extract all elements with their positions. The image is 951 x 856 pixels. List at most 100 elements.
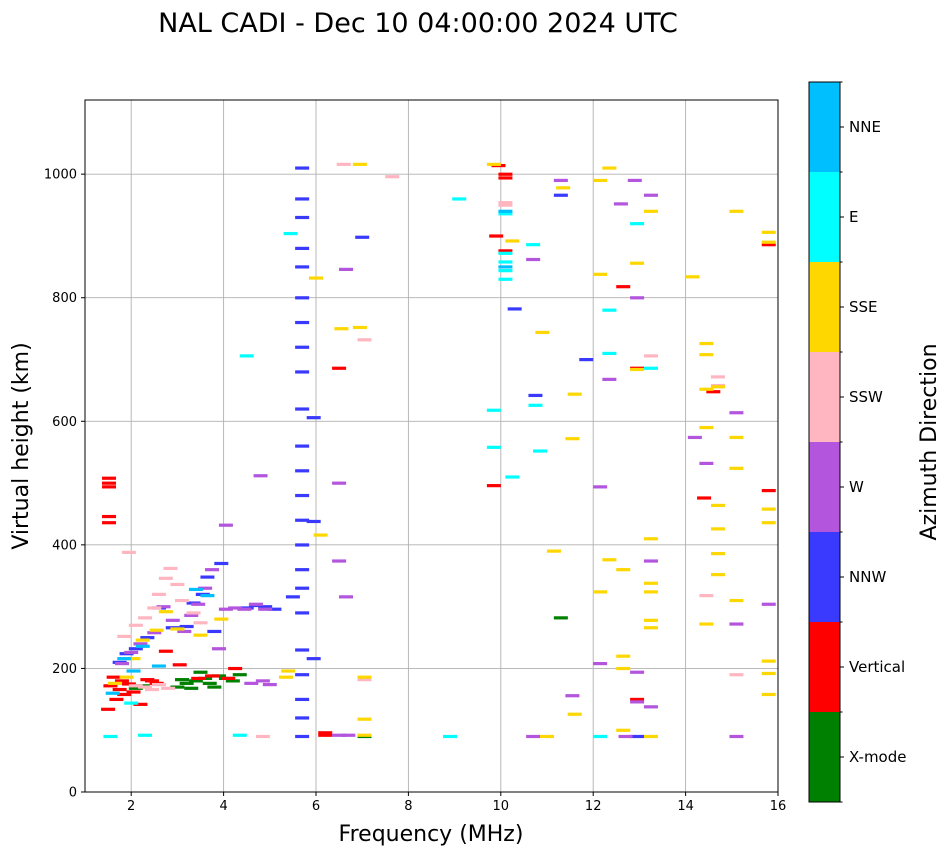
data-point (306, 657, 321, 661)
x-tick-label: 12 (585, 799, 602, 814)
series-nne (105, 209, 513, 695)
data-point (193, 633, 208, 637)
data-point (295, 407, 310, 411)
data-point (295, 197, 310, 201)
data-point (357, 675, 372, 679)
y-tick-label: 400 (52, 538, 77, 553)
data-point (117, 634, 132, 638)
data-point (228, 666, 243, 671)
colorbar: X-mode Vertical NNW W SSW SSE E NNE (808, 81, 906, 803)
data-point (128, 686, 143, 690)
data-point (295, 166, 310, 170)
data-point (602, 166, 617, 170)
data-point (761, 602, 776, 606)
data-point (489, 234, 504, 238)
data-point (761, 230, 776, 234)
data-point (332, 481, 347, 485)
data-point (151, 682, 166, 687)
data-point (232, 673, 247, 677)
data-point (579, 358, 594, 362)
data-point (697, 496, 712, 500)
data-point (103, 684, 118, 688)
data-point (188, 679, 203, 683)
colorbar-swatch (809, 622, 840, 712)
data-point (556, 186, 571, 190)
data-point (188, 587, 203, 592)
data-point (172, 663, 187, 667)
data-point (200, 594, 215, 598)
data-point (165, 618, 180, 622)
data-point (184, 613, 199, 617)
colorbar-tick-label: NNE (849, 118, 881, 136)
data-point (318, 733, 333, 737)
data-point (158, 576, 173, 580)
data-point (643, 626, 658, 630)
data-point (332, 733, 347, 737)
x-axis-label: Frequency (MHz) (339, 822, 524, 847)
data-point (103, 734, 118, 739)
colorbar-tick-label: SSE (849, 298, 878, 316)
data-point (710, 573, 725, 577)
data-point (540, 734, 554, 739)
x-tick-label: 10 (493, 799, 510, 814)
data-point (214, 617, 229, 621)
data-point (255, 734, 270, 739)
data-point (170, 685, 185, 689)
data-point (685, 275, 700, 279)
colorbar-swatch (809, 172, 840, 262)
data-point (336, 162, 351, 166)
data-point (239, 354, 254, 358)
data-point (332, 366, 347, 370)
data-point (761, 240, 776, 244)
data-point (283, 231, 298, 236)
data-point (498, 269, 513, 273)
data-point (616, 568, 631, 572)
data-point (643, 354, 658, 358)
colorbar-tick-label: SSW (849, 388, 883, 406)
data-point (285, 595, 300, 599)
data-point (357, 678, 372, 682)
data-point (385, 175, 400, 179)
data-point (101, 707, 116, 711)
data-point (211, 647, 226, 651)
data-point (710, 385, 725, 389)
data-point (267, 607, 282, 611)
data-point (147, 631, 162, 635)
data-point (593, 272, 608, 276)
data-point (128, 684, 143, 688)
series-sse (108, 162, 776, 739)
data-point (295, 246, 310, 250)
data-point (593, 734, 608, 739)
data-point (630, 697, 645, 702)
data-point (528, 403, 543, 407)
data-point (729, 622, 744, 626)
data-point (258, 607, 273, 611)
series-ssw (117, 162, 744, 739)
data-point (149, 628, 164, 632)
x-tick-label: 8 (404, 799, 412, 814)
data-point (498, 209, 513, 213)
data-point (643, 209, 658, 213)
data-point (133, 642, 148, 646)
data-point (602, 377, 617, 381)
data-point (687, 435, 702, 440)
data-point (306, 519, 321, 524)
y-axis-ticks: 0 200 400 600 800 1000 (44, 168, 85, 801)
data-point (253, 474, 268, 478)
data-point (486, 408, 501, 412)
data-point (112, 687, 127, 692)
data-point (170, 627, 185, 631)
data-point (278, 675, 293, 679)
y-axis-label: Virtual height (km) (9, 342, 34, 549)
data-point (281, 669, 296, 673)
data-point (295, 716, 310, 720)
data-point (191, 602, 206, 606)
colorbar-tick-label: E (849, 208, 858, 226)
data-point (140, 636, 155, 640)
data-point (526, 734, 541, 739)
data-point (207, 685, 222, 689)
x-tick-label: 4 (219, 799, 227, 814)
data-point (109, 697, 124, 702)
data-point (630, 670, 645, 674)
data-point (237, 607, 252, 611)
